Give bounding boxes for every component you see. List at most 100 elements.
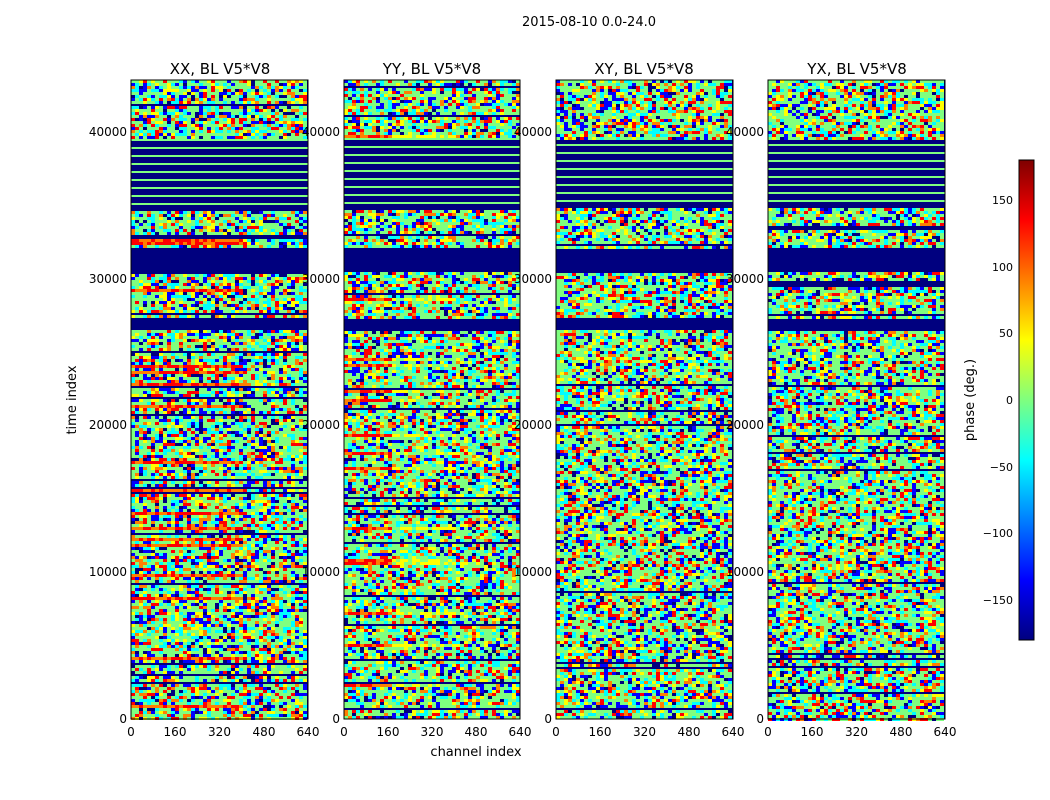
heatmap-cell bbox=[167, 348, 171, 351]
heatmap-cell bbox=[251, 121, 255, 124]
heatmap-cell bbox=[295, 431, 299, 434]
heatmap-cell bbox=[231, 467, 235, 470]
heatmap-cell bbox=[219, 229, 223, 232]
heatmap-cell bbox=[147, 365, 151, 368]
heatmap-cell bbox=[259, 461, 263, 464]
heatmap-cell bbox=[219, 342, 223, 345]
heatmap-cell bbox=[287, 106, 291, 109]
heatmap-cell bbox=[271, 95, 275, 98]
heatmap-cell bbox=[211, 118, 215, 121]
heatmap-cell bbox=[151, 388, 155, 391]
heatmap-cell bbox=[151, 394, 155, 397]
heatmap-cell bbox=[191, 220, 195, 223]
heatmap-cell bbox=[235, 484, 239, 487]
heatmap-cell bbox=[179, 89, 183, 92]
heatmap-cell bbox=[287, 371, 291, 374]
heatmap-cell bbox=[191, 497, 195, 500]
heatmap-cell bbox=[263, 353, 267, 356]
heatmap-cell bbox=[179, 470, 183, 473]
heatmap-cell bbox=[287, 481, 291, 484]
heatmap-cell bbox=[227, 127, 231, 130]
heatmap-cell bbox=[167, 419, 171, 422]
heatmap-cell bbox=[291, 473, 295, 476]
heatmap-cell bbox=[283, 509, 287, 512]
heatmap-cell bbox=[263, 481, 267, 484]
heatmap-cell bbox=[247, 371, 251, 374]
heatmap-cell bbox=[231, 461, 235, 464]
heatmap-cell bbox=[243, 446, 247, 449]
heatmap-cell bbox=[271, 405, 275, 408]
heatmap-cell bbox=[299, 489, 303, 492]
heatmap-cell bbox=[139, 419, 143, 422]
heatmap-cell bbox=[203, 416, 207, 419]
heatmap-cell bbox=[295, 383, 299, 386]
heatmap-cell bbox=[271, 467, 275, 470]
heatmap-cell bbox=[191, 118, 195, 121]
heatmap-cell bbox=[223, 229, 227, 232]
heatmap-cell bbox=[267, 402, 271, 405]
heatmap-cell bbox=[147, 83, 151, 86]
heatmap-cell bbox=[219, 380, 223, 383]
heatmap-cell bbox=[259, 286, 263, 289]
heatmap-cell bbox=[155, 229, 159, 232]
heatmap-cell bbox=[247, 497, 251, 500]
heatmap-cell bbox=[215, 223, 219, 226]
heatmap-cell bbox=[191, 365, 195, 368]
heatmap-cell bbox=[143, 330, 147, 333]
heatmap-cell bbox=[191, 83, 195, 86]
heatmap-cell bbox=[283, 446, 287, 449]
heatmap-cell bbox=[303, 434, 307, 437]
heatmap-cell bbox=[227, 500, 231, 503]
heatmap-cell bbox=[151, 467, 155, 470]
heatmap-cell bbox=[211, 464, 215, 467]
heatmap-cell bbox=[247, 380, 251, 383]
heatmap-cell bbox=[151, 371, 155, 374]
heatmap-cell bbox=[303, 402, 307, 405]
heatmap-cell bbox=[147, 394, 151, 397]
heatmap-cell bbox=[183, 411, 187, 414]
heatmap-cell bbox=[271, 98, 275, 101]
heatmap-cell bbox=[235, 506, 239, 509]
heatmap-cell bbox=[275, 330, 279, 333]
heatmap-cell bbox=[279, 497, 283, 500]
heatmap-cell bbox=[139, 399, 143, 402]
heatmap-cell bbox=[263, 440, 267, 443]
heatmap-cell bbox=[255, 515, 259, 518]
heatmap-cell bbox=[151, 399, 155, 402]
heatmap-cell bbox=[283, 455, 287, 458]
heatmap-cell bbox=[171, 359, 175, 362]
heatmap-cell bbox=[235, 503, 239, 506]
heatmap-cell bbox=[191, 217, 195, 220]
heatmap-cell bbox=[295, 348, 299, 351]
heatmap-cell bbox=[143, 500, 147, 503]
heatmap-cell bbox=[171, 101, 175, 104]
heatmap-cell bbox=[247, 289, 251, 292]
heatmap-cell bbox=[159, 133, 163, 136]
heatmap-cell bbox=[231, 494, 235, 497]
heatmap-cell bbox=[215, 130, 219, 133]
heatmap-cell bbox=[215, 121, 219, 124]
heatmap-cell bbox=[263, 473, 267, 476]
heatmap-cell bbox=[259, 431, 263, 434]
heatmap-cell bbox=[239, 89, 243, 92]
heatmap-cell bbox=[235, 443, 239, 446]
heatmap-cell bbox=[227, 301, 231, 304]
heatmap-cell bbox=[275, 342, 279, 345]
heatmap-cell bbox=[291, 353, 295, 356]
heatmap-cell bbox=[239, 408, 243, 411]
heatmap-cell bbox=[263, 452, 267, 455]
heatmap-cell bbox=[247, 428, 251, 431]
heatmap-cell bbox=[287, 470, 291, 473]
heatmap-cell bbox=[275, 383, 279, 386]
heatmap-cell bbox=[159, 489, 163, 492]
heatmap-cell bbox=[275, 356, 279, 359]
heatmap-cell bbox=[191, 133, 195, 136]
heatmap-cell bbox=[283, 109, 287, 112]
heatmap-cell bbox=[299, 336, 303, 339]
heatmap-cell bbox=[175, 422, 179, 425]
heatmap-cell bbox=[275, 310, 279, 313]
heatmap-cell bbox=[155, 446, 159, 449]
heatmap-cell bbox=[267, 464, 271, 467]
heatmap-cell bbox=[259, 368, 263, 371]
heatmap-cell bbox=[167, 220, 171, 223]
